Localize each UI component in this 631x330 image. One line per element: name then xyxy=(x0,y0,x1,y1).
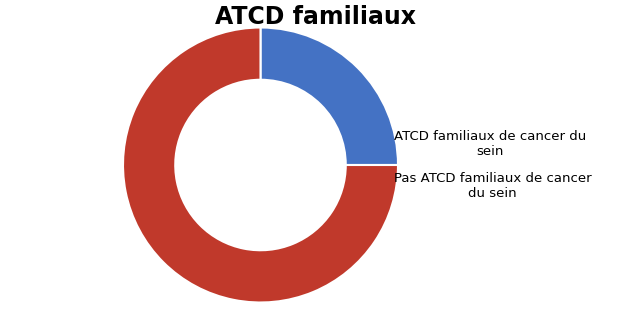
Text: ATCD familiaux: ATCD familiaux xyxy=(215,5,416,28)
Wedge shape xyxy=(261,27,398,165)
Legend: ATCD familiaux de cancer du
sein, Pas ATCD familiaux de cancer
du sein: ATCD familiaux de cancer du sein, Pas AT… xyxy=(377,130,591,200)
Wedge shape xyxy=(123,27,398,303)
